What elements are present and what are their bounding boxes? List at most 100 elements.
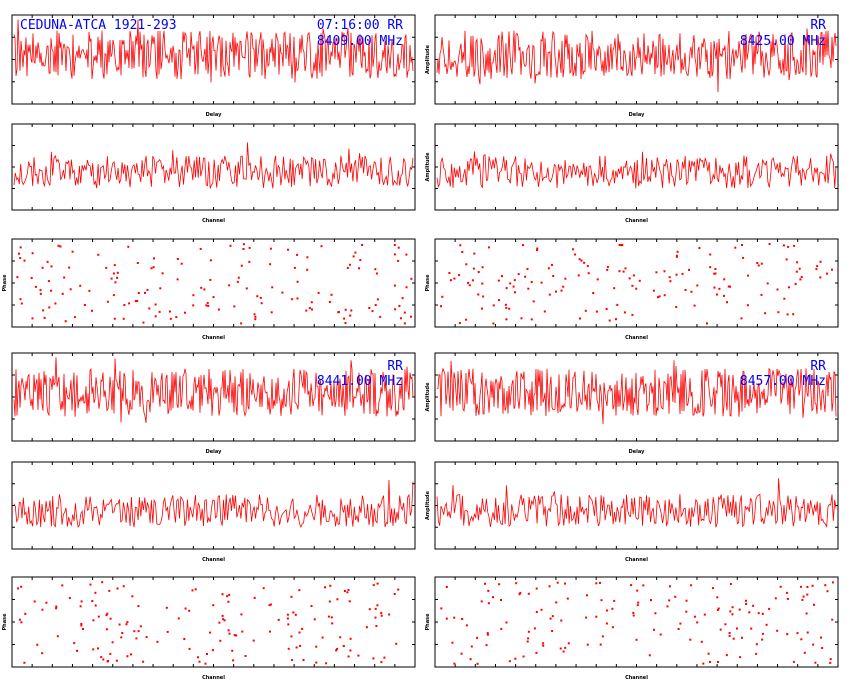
data-point — [540, 281, 543, 284]
data-point — [254, 315, 257, 318]
data-point — [73, 642, 76, 645]
data-point — [628, 277, 631, 280]
data-point — [330, 616, 333, 619]
data-point — [41, 266, 44, 269]
data-point — [793, 244, 796, 247]
data-point — [826, 272, 828, 275]
data-point — [346, 591, 349, 594]
data-point — [675, 306, 678, 308]
data-point — [269, 603, 272, 606]
data-point — [106, 612, 109, 615]
data-point — [221, 614, 224, 617]
data-point — [199, 247, 202, 250]
data-point — [800, 585, 802, 588]
data-point — [486, 632, 489, 635]
data-point — [638, 279, 641, 282]
data-point — [716, 596, 719, 599]
data-point — [599, 643, 602, 646]
data-point — [97, 253, 100, 256]
data-point — [792, 660, 795, 663]
data-point — [268, 604, 271, 607]
data-point — [636, 589, 639, 592]
data-point — [240, 613, 243, 616]
data-point — [42, 309, 45, 312]
data-point — [606, 268, 609, 271]
data-point — [522, 655, 525, 658]
data-point — [228, 593, 231, 596]
data-point — [91, 600, 94, 602]
data-point — [585, 616, 588, 619]
data-point — [560, 289, 563, 292]
data-point — [123, 304, 126, 306]
data-point — [139, 625, 142, 628]
data-point — [685, 610, 688, 613]
data-point — [740, 317, 743, 320]
data-point — [669, 585, 671, 588]
data-point — [458, 274, 461, 277]
data-point — [23, 259, 26, 262]
data-point — [536, 249, 538, 251]
data-point — [19, 246, 22, 249]
data-point — [344, 322, 347, 324]
data-point — [118, 623, 121, 626]
data-point — [613, 599, 616, 602]
data-point — [666, 605, 669, 608]
data-point — [393, 244, 396, 246]
data-point — [20, 302, 23, 305]
data-point — [738, 608, 741, 611]
data-point — [498, 583, 501, 586]
data-point — [122, 585, 125, 588]
data-point — [394, 308, 397, 311]
data-point — [315, 645, 318, 648]
data-point — [379, 315, 382, 318]
data-point — [301, 627, 304, 630]
data-point — [501, 275, 503, 278]
data-point — [271, 286, 274, 289]
data-point — [574, 253, 577, 256]
data-point — [192, 294, 195, 297]
freq-label-2: 8425.00 MHz — [740, 34, 826, 49]
source-title: CEDUNA-ATCA 1921-293 — [20, 18, 177, 33]
data-point — [742, 256, 745, 259]
x-axis-label: Channel — [202, 218, 225, 224]
data-point — [580, 259, 583, 262]
data-point — [169, 317, 172, 320]
data-point — [375, 625, 378, 627]
data-point — [448, 272, 451, 274]
data-point — [467, 281, 469, 284]
y-axis-label: Phase — [2, 613, 8, 631]
data-point — [226, 595, 229, 598]
data-point — [192, 304, 195, 307]
data-point — [165, 606, 168, 609]
data-point — [831, 268, 833, 271]
data-point — [45, 601, 48, 604]
data-point — [624, 267, 627, 270]
data-point — [471, 279, 474, 282]
data-point — [485, 644, 488, 647]
chart-channel-p2: Channel Amplitude — [425, 123, 839, 224]
data-point — [134, 300, 137, 303]
data-point — [127, 245, 130, 248]
data-point — [595, 310, 598, 313]
data-point — [111, 641, 114, 644]
data-point — [777, 311, 780, 314]
data-point — [376, 604, 379, 607]
data-point — [812, 643, 815, 646]
pol-label-2: RR — [810, 18, 826, 33]
data-point — [233, 305, 236, 308]
data-point — [374, 268, 377, 271]
data-point — [328, 301, 331, 303]
data-point — [197, 656, 199, 659]
data-point — [505, 318, 508, 321]
data-point — [788, 286, 790, 289]
data-point — [796, 261, 799, 264]
data-point — [76, 649, 78, 652]
data-point — [716, 293, 718, 296]
data-point — [109, 617, 112, 620]
data-point — [484, 582, 486, 585]
data-point — [50, 265, 53, 268]
data-point — [623, 311, 626, 314]
data-point — [820, 636, 822, 639]
data-point — [131, 595, 134, 598]
data-point — [717, 607, 720, 610]
